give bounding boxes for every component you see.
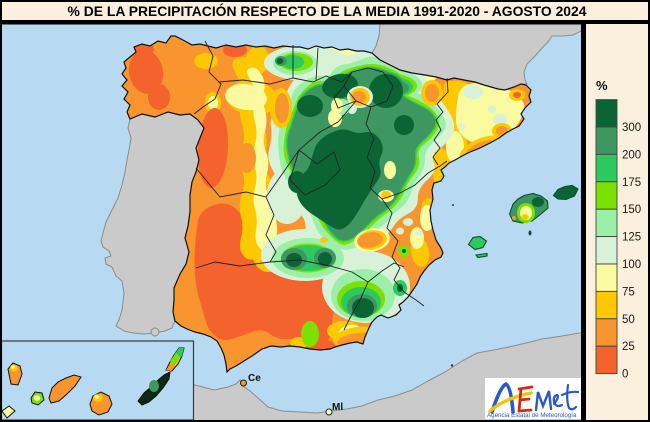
svg-text:Agencia Estatal de Meteorologí: Agencia Estatal de Meteorología [487,412,577,419]
svg-text:50: 50 [622,314,635,326]
svg-text:175: 175 [622,177,641,189]
svg-text:75: 75 [622,286,635,298]
svg-text:150: 150 [622,204,641,216]
svg-text:%: % [596,78,608,93]
svg-text:25: 25 [622,341,635,353]
svg-text:300: 300 [622,122,641,134]
svg-text:% DE LA PRECIPITACIÓN RESPECTO: % DE LA PRECIPITACIÓN RESPECTO DE LA MED… [68,2,587,19]
svg-text:Ml: Ml [332,402,343,413]
svg-text:200: 200 [622,149,641,161]
svg-text:Ce: Ce [248,373,261,384]
svg-text:100: 100 [622,259,641,271]
svg-text:125: 125 [622,232,641,244]
svg-text:0: 0 [622,369,628,381]
